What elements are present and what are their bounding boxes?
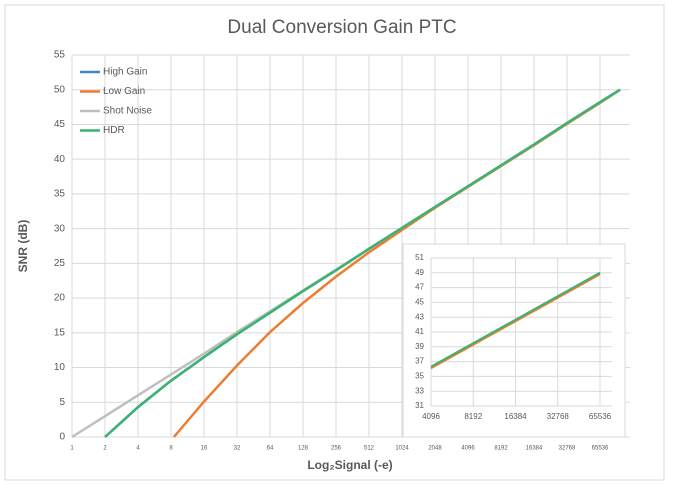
x-tick-label: 256 [331, 446, 342, 452]
y-tick-label: 10 [54, 362, 66, 373]
x-tick-label: 128 [298, 446, 309, 452]
x-tick-label: 8192 [464, 412, 482, 421]
x-tick-label: 32768 [559, 446, 576, 452]
x-tick-label: 2 [103, 446, 107, 452]
y-tick-label: 20 [54, 293, 66, 304]
y-tick-label: 0 [59, 432, 65, 443]
y-tick-label: 50 [54, 84, 66, 95]
y-tick-label: 25 [54, 258, 66, 269]
y-tick-label: 41 [415, 327, 424, 336]
x-axis-label: Log₂Signal (-e) [307, 458, 392, 472]
x-tick-label: 16384 [526, 446, 543, 452]
y-tick-label: 30 [54, 223, 66, 234]
x-tick-label: 32 [234, 446, 241, 452]
legend-label: High Gain [103, 67, 147, 78]
series-line [430, 273, 601, 370]
y-tick-label: 35 [415, 372, 424, 381]
series-line [104, 88, 621, 438]
x-tick-label: 65536 [592, 446, 609, 452]
y-axis-label: SNR (dB) [16, 220, 30, 273]
y-tick-label: 49 [415, 268, 424, 277]
y-tick-label: 33 [415, 386, 424, 395]
y-tick-label: 51 [415, 253, 424, 262]
y-tick-label: 39 [415, 342, 424, 351]
x-tick-label: 65536 [589, 412, 612, 421]
legend-label: Low Gain [103, 86, 145, 97]
x-tick-label: 8 [169, 446, 173, 452]
chart-title: Dual Conversion Gain PTC [227, 17, 456, 38]
x-tick-label: 4 [136, 446, 140, 452]
y-tick-label: 15 [54, 327, 66, 338]
x-tick-label: 1 [70, 446, 74, 452]
y-tick-label: 31 [415, 401, 424, 410]
inset-plot: 31 33 35 37 39 41 43 45 47 49 51 4096 8192 16384 32768… [415, 253, 612, 421]
x-tick-label: 8192 [494, 446, 508, 452]
y-tick-label: 45 [415, 298, 424, 307]
x-tick-label: 16 [201, 446, 208, 452]
x-tick-label: 4096 [422, 412, 440, 421]
x-tick-label: 32768 [547, 412, 570, 421]
y-tick-label: 5 [59, 397, 65, 408]
y-tick-label: 55 [54, 50, 66, 61]
x-tick-label: 2048 [428, 446, 442, 452]
y-tick-label: 40 [54, 154, 66, 165]
legend-label: Shot Noise [103, 106, 152, 117]
y-tick-label: 45 [54, 119, 66, 130]
legend-label: HDR [103, 125, 125, 136]
y-tick-label: 35 [54, 189, 66, 200]
x-tick-label: 512 [364, 446, 375, 452]
y-tick-label: 47 [415, 283, 424, 292]
x-tick-label: 4096 [461, 446, 475, 452]
inset-frame [402, 243, 626, 438]
y-tick-label: 43 [415, 312, 424, 321]
x-tick-label: 16384 [504, 412, 527, 421]
y-tick-label: 37 [415, 357, 424, 366]
x-tick-label: 64 [267, 446, 274, 452]
series-line [430, 271, 601, 368]
x-tick-label: 1024 [395, 446, 409, 452]
